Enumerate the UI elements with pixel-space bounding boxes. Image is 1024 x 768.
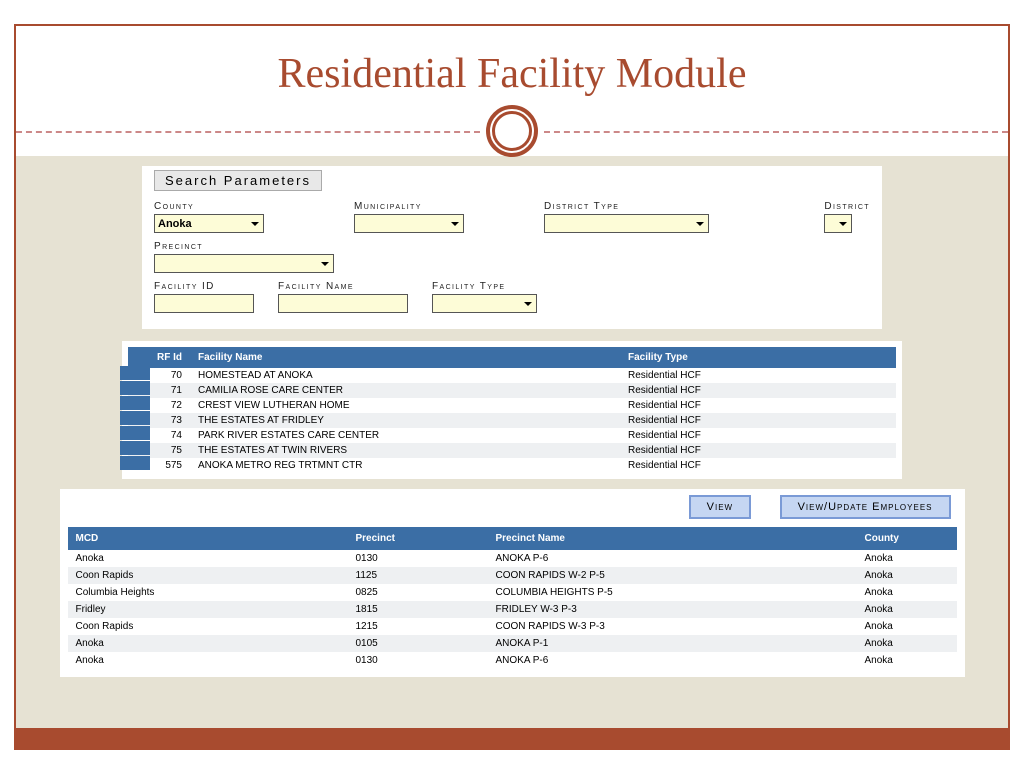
facility-type-select[interactable] xyxy=(432,294,537,313)
precincts-table: MCD Precinct Precinct Name County Anoka0… xyxy=(68,527,957,669)
municipality-select[interactable] xyxy=(354,214,464,233)
cell-type: Residential HCF xyxy=(620,368,896,383)
cell-precinct-name: ANOKA P-6 xyxy=(488,652,857,669)
cell-precinct-name: ANOKA P-1 xyxy=(488,635,857,652)
results-panel: RF Id Facility Name Facility Type 70HOME… xyxy=(122,341,902,479)
facility-name-label: Facility Name xyxy=(278,281,408,292)
col-name: Facility Name xyxy=(190,347,620,368)
cell-precinct-name: COLUMBIA HEIGHTS P-5 xyxy=(488,584,857,601)
search-tab: Search Parameters xyxy=(154,170,322,191)
col-mcd: MCD xyxy=(68,527,348,550)
cell-county: Anoka xyxy=(857,567,957,584)
cell-county: Anoka xyxy=(857,601,957,618)
cell-precinct-name: ANOKA P-6 xyxy=(488,550,857,567)
precinct-select[interactable] xyxy=(154,254,334,273)
cell-name: THE ESTATES AT FRIDLEY xyxy=(190,413,620,428)
cell-type: Residential HCF xyxy=(620,398,896,413)
district-type-select[interactable] xyxy=(544,214,709,233)
district-select[interactable] xyxy=(824,214,852,233)
cell-mcd: Anoka xyxy=(68,652,348,669)
table-row[interactable]: 71CAMILIA ROSE CARE CENTERResidential HC… xyxy=(128,383,896,398)
district-label: District xyxy=(824,201,870,212)
facility-id-label: Facility ID xyxy=(154,281,254,292)
cell-mcd: Anoka xyxy=(68,635,348,652)
cell-county: Anoka xyxy=(857,652,957,669)
cell-mcd: Coon Rapids xyxy=(68,567,348,584)
cell-county: Anoka xyxy=(857,635,957,652)
district-type-label: District Type xyxy=(544,201,709,212)
cell-type: Residential HCF xyxy=(620,383,896,398)
cell-county: Anoka xyxy=(857,618,957,635)
cell-name: PARK RIVER ESTATES CARE CENTER xyxy=(190,428,620,443)
table-row[interactable]: 73THE ESTATES AT FRIDLEYResidential HCF xyxy=(128,413,896,428)
content-area: Search Parameters County Anoka Municipal… xyxy=(16,156,1008,738)
bottom-bar xyxy=(16,728,1008,748)
cell-mcd: Anoka xyxy=(68,550,348,567)
facilities-table: RF Id Facility Name Facility Type 70HOME… xyxy=(128,347,896,473)
table-row[interactable]: Anoka0130ANOKA P-6Anoka xyxy=(68,550,957,567)
cell-name: THE ESTATES AT TWIN RIVERS xyxy=(190,443,620,458)
col-county: County xyxy=(857,527,957,550)
table-row[interactable]: 72CREST VIEW LUTHERAN HOMEResidential HC… xyxy=(128,398,896,413)
button-row: View View/Update Employees xyxy=(68,495,957,519)
table-row[interactable]: 575ANOKA METRO REG TRTMNT CTRResidential… xyxy=(128,458,896,473)
table-row[interactable]: 70HOMESTEAD AT ANOKAResidential HCF xyxy=(128,368,896,383)
col-precinct: Precinct xyxy=(348,527,488,550)
search-panel: Search Parameters County Anoka Municipal… xyxy=(142,166,882,329)
cell-precinct: 1215 xyxy=(348,618,488,635)
cell-precinct: 1815 xyxy=(348,601,488,618)
view-update-employees-button[interactable]: View/Update Employees xyxy=(780,495,951,519)
cell-mcd: Columbia Heights xyxy=(68,584,348,601)
view-button[interactable]: View xyxy=(689,495,751,519)
cell-precinct: 0130 xyxy=(348,550,488,567)
cell-type: Residential HCF xyxy=(620,458,896,473)
circle-decoration xyxy=(486,105,538,157)
cell-type: Residential HCF xyxy=(620,428,896,443)
cell-precinct-name: COON RAPIDS W-3 P-3 xyxy=(488,618,857,635)
cell-precinct: 0105 xyxy=(348,635,488,652)
cell-name: CREST VIEW LUTHERAN HOME xyxy=(190,398,620,413)
facility-name-input[interactable] xyxy=(278,294,408,313)
table-row[interactable]: Columbia Heights0825COLUMBIA HEIGHTS P-5… xyxy=(68,584,957,601)
precincts-panel: View View/Update Employees MCD Precinct … xyxy=(60,489,965,677)
facility-id-input[interactable] xyxy=(154,294,254,313)
table-row[interactable]: 74PARK RIVER ESTATES CARE CENTERResident… xyxy=(128,428,896,443)
cell-mcd: Coon Rapids xyxy=(68,618,348,635)
cell-county: Anoka xyxy=(857,584,957,601)
col-rfid: RF Id xyxy=(128,347,190,368)
divider-row xyxy=(16,116,1008,146)
table-row[interactable]: Coon Rapids1125COON RAPIDS W-2 P-5Anoka xyxy=(68,567,957,584)
municipality-label: Municipality xyxy=(354,201,464,212)
cell-county: Anoka xyxy=(857,550,957,567)
slide-title: Residential Facility Module xyxy=(16,26,1008,116)
precinct-label: Precinct xyxy=(154,241,334,252)
cell-mcd: Fridley xyxy=(68,601,348,618)
table-row[interactable]: Coon Rapids1215COON RAPIDS W-3 P-3Anoka xyxy=(68,618,957,635)
slide-frame: Residential Facility Module Search Param… xyxy=(14,24,1010,750)
table-row[interactable]: 75THE ESTATES AT TWIN RIVERSResidential … xyxy=(128,443,896,458)
cell-precinct-name: COON RAPIDS W-2 P-5 xyxy=(488,567,857,584)
col-type: Facility Type xyxy=(620,347,896,368)
cell-type: Residential HCF xyxy=(620,443,896,458)
cell-precinct-name: FRIDLEY W-3 P-3 xyxy=(488,601,857,618)
cell-precinct: 1125 xyxy=(348,567,488,584)
table-row[interactable]: Anoka0105ANOKA P-1Anoka xyxy=(68,635,957,652)
col-precinct-name: Precinct Name xyxy=(488,527,857,550)
cell-name: HOMESTEAD AT ANOKA xyxy=(190,368,620,383)
cell-type: Residential HCF xyxy=(620,413,896,428)
facility-type-label: Facility Type xyxy=(432,281,537,292)
cell-name: CAMILIA ROSE CARE CENTER xyxy=(190,383,620,398)
cell-name: ANOKA METRO REG TRTMNT CTR xyxy=(190,458,620,473)
table-row[interactable]: Fridley1815FRIDLEY W-3 P-3Anoka xyxy=(68,601,957,618)
county-select[interactable]: Anoka xyxy=(154,214,264,233)
county-label: County xyxy=(154,201,264,212)
table-row[interactable]: Anoka0130ANOKA P-6Anoka xyxy=(68,652,957,669)
cell-precinct: 0130 xyxy=(348,652,488,669)
cell-precinct: 0825 xyxy=(348,584,488,601)
